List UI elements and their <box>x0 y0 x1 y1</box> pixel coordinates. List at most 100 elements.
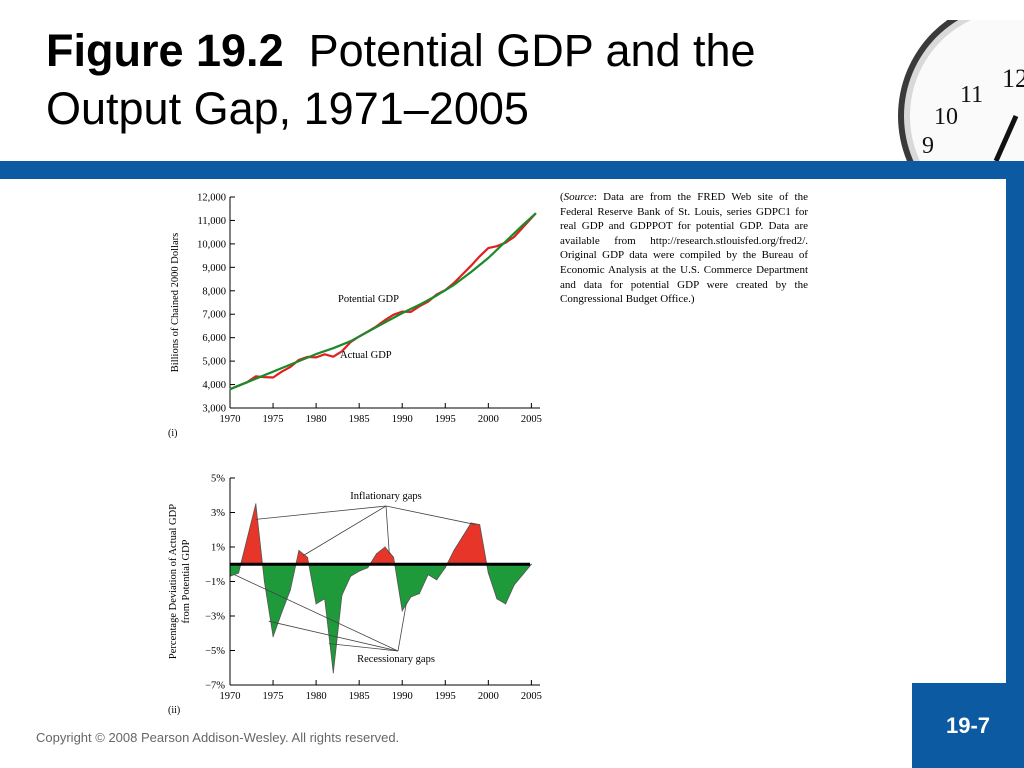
slide-title: Figure 19.2 Potential GDP and the Output… <box>46 22 886 138</box>
x-tick-label: 1985 <box>349 691 370 702</box>
output-gap-point <box>401 610 403 612</box>
inflationary-leader-line <box>302 505 387 556</box>
actual-gdp-annotation: Actual GDP <box>340 350 392 361</box>
output-gap-point <box>453 549 455 551</box>
x-tick-label: 2005 <box>521 414 542 425</box>
inflationary-leader-line <box>385 505 476 525</box>
potential-gdp-point <box>332 347 334 349</box>
output-gap-point <box>350 575 352 577</box>
potential-gdp-point <box>367 331 369 333</box>
clock-image: 12 11 10 9 <box>898 20 1024 161</box>
y-tick-label: 5% <box>211 474 225 485</box>
actual-gdp-point <box>255 375 257 377</box>
output-gap-point <box>315 603 317 605</box>
output-gap-point <box>427 574 429 576</box>
output-gap-point <box>332 672 334 674</box>
clock-hand <box>993 114 1019 161</box>
output-gap-point <box>522 574 524 576</box>
actual-gdp-point <box>487 247 489 249</box>
inflationary-gaps-annotation: Inflationary gaps <box>350 491 421 502</box>
y-tick-label: 9,000 <box>202 263 226 274</box>
x-tick-label: 1990 <box>392 414 413 425</box>
x-tick-label: 2000 <box>478 691 499 702</box>
recessionary-leader-line <box>328 643 399 652</box>
actual-gdp-point <box>384 319 386 321</box>
output-gap-point <box>272 636 274 638</box>
output-gap-point <box>358 570 360 572</box>
output-gap-point <box>479 524 481 526</box>
actual-gdp-point <box>289 366 291 368</box>
output-gap-point <box>384 546 386 548</box>
output-gap-line <box>229 503 532 673</box>
potential-gdp-point <box>436 294 438 297</box>
y-tick-label: −1% <box>205 577 225 588</box>
actual-gdp-point <box>393 314 395 316</box>
y-tick-label: 4,000 <box>202 380 226 391</box>
y-tick-label: 6,000 <box>202 333 226 344</box>
output-gap-point <box>341 594 343 596</box>
x-tick-label: 1995 <box>435 414 456 425</box>
output-gap-point <box>444 567 446 569</box>
source-note-prefix: ( <box>560 191 564 203</box>
recessionary-leader-line <box>397 602 407 652</box>
clock-numeral-11: 11 <box>960 82 983 108</box>
potential-gdp-point <box>246 381 248 383</box>
output-gap-point <box>246 537 248 539</box>
output-gap-point <box>436 579 438 581</box>
x-tick-label: 2000 <box>478 414 499 425</box>
potential-gdp-point <box>401 312 403 314</box>
actual-gdp-point <box>324 353 326 355</box>
actual-gdp-point <box>470 265 472 267</box>
actual-gdp-point <box>332 356 334 358</box>
title-divider-bar <box>0 161 1024 179</box>
x-tick-label: 1990 <box>392 691 413 702</box>
clock-face <box>910 20 1024 161</box>
output-gap-point <box>418 593 420 595</box>
clock-numeral-12: 12 <box>1002 64 1024 93</box>
potential-gdp-point <box>315 353 317 355</box>
potential-gdp-point <box>522 224 524 226</box>
y-tick-label: 7,000 <box>202 310 226 321</box>
figure-title: Potential GDP and the Output Gap, 1971–2… <box>46 25 756 134</box>
source-note: (Source: Data are from the FRED Web site… <box>560 190 808 307</box>
output-gap-point <box>255 503 257 505</box>
source-word: Source <box>563 191 594 203</box>
x-tick-label: 1985 <box>349 414 370 425</box>
output-gap-point <box>238 572 240 574</box>
y-tick-label: 8,000 <box>202 286 226 297</box>
y-tick-label: 1% <box>211 543 225 554</box>
actual-gdp-point <box>479 255 481 257</box>
potential-gdp-point <box>349 340 352 342</box>
y-tick-label: −3% <box>205 612 225 623</box>
actual-gdp-point <box>341 350 343 352</box>
output-gap-point <box>393 556 395 558</box>
recessionary-gap-area <box>394 564 447 611</box>
output-gap-chart: 5% 3% 1% −1% −3% −5% −7%1970 1975 1980 1985 1990 19… <box>168 474 542 717</box>
potential-gdp-point <box>535 212 537 215</box>
y-tick-label: 11,000 <box>198 216 227 227</box>
recessionary-gaps-annotation: Recessionary gaps <box>357 654 435 665</box>
actual-gdp-point <box>272 376 274 379</box>
figure-label: Figure 19.2 <box>46 25 284 76</box>
potential-gdp-point <box>453 284 455 286</box>
output-gap-point <box>496 598 498 600</box>
recessionary-gap-area <box>308 564 370 673</box>
clock-numeral-10: 10 <box>934 104 958 130</box>
potential-gdp-chart: 3,000 4,000 5,000 6,000 7,000 8,000 9,000 10,00… <box>168 193 542 440</box>
output-gap-point <box>375 553 377 555</box>
x-tick-label: 1980 <box>306 414 327 425</box>
y-tick-label: 10,000 <box>197 239 226 250</box>
x-tick-label: 1980 <box>306 691 327 702</box>
potential-gdp-point <box>470 271 472 273</box>
y-tick-label: 12,000 <box>197 193 226 204</box>
potential-gdp-point <box>229 388 231 390</box>
inflationary-gap-area <box>447 522 487 565</box>
output-gap-point <box>505 603 507 605</box>
source-note-body: : Data are from the FRED Web site of the… <box>560 191 808 306</box>
copyright-text: Copyright © 2008 Pearson Addison-Wesley.… <box>36 730 400 745</box>
actual-gdp-point <box>461 273 464 275</box>
actual-gdp-point <box>522 226 524 229</box>
output-gap-point <box>462 536 463 538</box>
output-gap-point <box>324 598 326 600</box>
x-tick-label: 1970 <box>220 414 241 425</box>
